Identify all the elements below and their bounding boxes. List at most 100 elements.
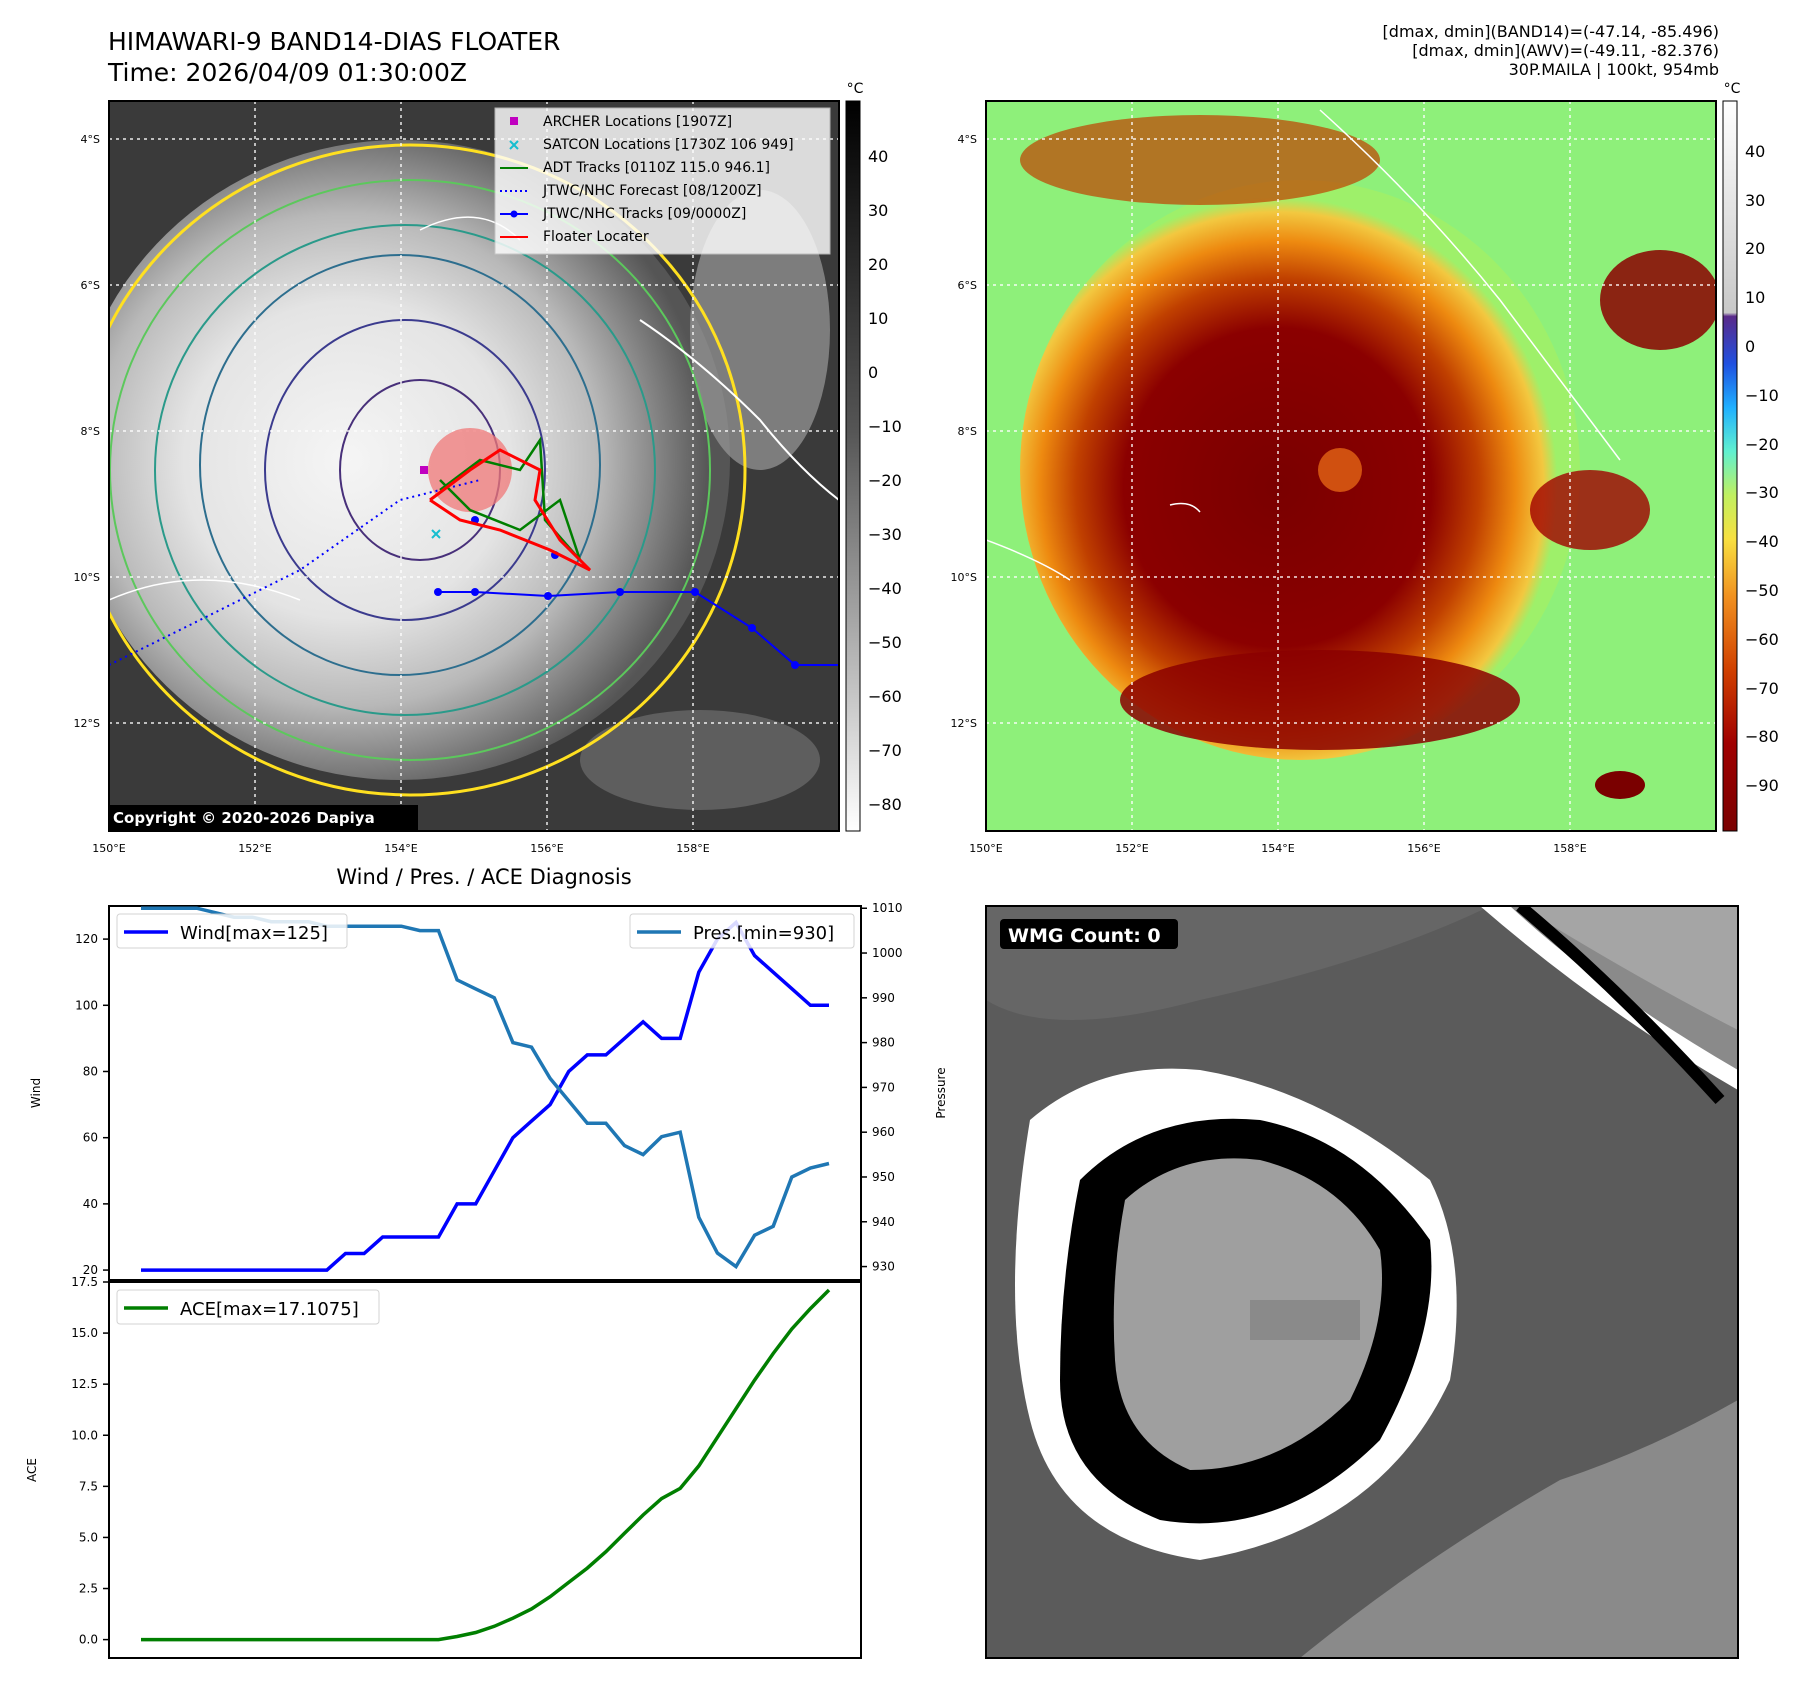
copyright-text: Copyright © 2020-2026 Dapiya [113,809,375,827]
awv-cb-tick: −80 [1745,727,1779,746]
awv-cb-tick: −70 [1745,679,1779,698]
awv-storm [1020,180,1580,760]
awv-lat-10s: 10°S [951,571,977,584]
ir-cb-tick: 30 [868,201,888,220]
awv-cb-tick: 20 [1745,239,1765,258]
ir-cb-tick: 0 [868,363,878,382]
ir-colorbar [845,100,861,832]
awv-cb-tick: 10 [1745,288,1765,307]
ir-lat-6s: 6°S [81,279,100,292]
ace-series-line [141,1288,831,1642]
wind-yticks: 20 40 60 80 100 120 [75,932,109,1277]
pressure-ytick-label: 990 [872,991,895,1005]
archer-marker [420,466,428,474]
awv-cb-tick: −60 [1745,630,1779,649]
ir-lon-158: 158°E [676,842,709,855]
awv-lat-8s: 8°S [958,425,977,438]
ir-colorbar-unit: °C [847,81,864,97]
awv-lon-152: 152°E [1115,842,1148,855]
title-line-1: HIMAWARI-9 BAND14-DIAS FLOATER [108,27,561,56]
awv-lat-12s: 12°S [951,717,977,730]
awv-lat-6s: 6°S [958,279,977,292]
ir-colorbar-ticks: 40 30 20 10 0 −10 −20 −30 −40 −50 −60 −7… [868,147,902,814]
legend-jtwc-forecast: JTWC/NHC Forecast [08/1200Z] [542,183,762,199]
ace-ytick-label: 2.5 [79,1582,98,1596]
ir-lat-8s: 8°S [81,425,100,438]
contour-yellow [109,143,747,797]
ace-ytick-label: 5.0 [79,1530,98,1544]
awv-lon-158: 158°E [1553,842,1586,855]
awv-cb-tick: 40 [1745,142,1765,161]
ace-ytick-label: 17.5 [71,1275,98,1289]
wind-legend-label: Wind[max=125] [180,923,328,944]
pressure-ytick-label: 980 [872,1036,895,1050]
ace-ytick-label: 12.5 [71,1377,98,1391]
legend-jtwc-tracks: JTWC/NHC Tracks [09/0000Z] [542,206,746,222]
pressure-ytick-label: 950 [872,1170,895,1184]
awv-lat-4s: 4°S [958,133,977,146]
ir-legend-markers [500,117,528,238]
ir-cb-tick: −10 [868,417,902,436]
awv-cb-tick: −50 [1745,581,1779,600]
awv-lon-156: 156°E [1407,842,1440,855]
ir-lon-156: 156°E [530,842,563,855]
ir-cb-tick: −60 [868,687,902,706]
stats-block: [dmax, dmin](BAND14)=(-47.14, -85.496) [… [1383,22,1719,79]
ir-cb-tick: −40 [868,579,902,598]
ir-cb-tick: −70 [868,741,902,760]
ace-ylabel: ACE [25,1458,39,1482]
diagnosis-title: Wind / Pres. / ACE Diagnosis [336,865,631,889]
pressure-ytick-label: 940 [872,1215,895,1229]
awv-lat-labels: 4°S 6°S 8°S 10°S 12°S [951,133,977,730]
awv-colorbar-unit: °C [1724,81,1741,97]
wind-ytick-label: 120 [75,932,98,946]
wind-ylabel: Wind [29,1078,43,1108]
ace-legend [116,1289,380,1325]
wmg-label-bg [1000,919,1178,949]
ir-lon-150: 150°E [92,842,125,855]
awv-panel: 4°S 6°S 8°S 10°S 12°S 150°E 152°E 154°E … [951,81,1779,855]
wind-series-line [141,919,829,1272]
wind-pres-axes [108,905,862,1281]
wind-ytick-label: 60 [83,1131,98,1145]
awv-colorbar [1722,100,1738,832]
legend-adt: ADT Tracks [0110Z 115.0 946.1] [543,160,770,176]
ir-cb-tick: −50 [868,633,902,652]
ir-cb-tick: 10 [868,309,888,328]
wind-ytick-label: 20 [83,1263,98,1277]
ir-cb-tick: −20 [868,471,902,490]
adt-track [439,436,582,561]
pressure-ytick-label: 960 [872,1125,895,1139]
title-line-2: Time: 2026/04/09 01:30:00Z [108,58,467,87]
legend-floater: Floater Locater [543,229,649,245]
awv-cb-tick: −90 [1745,776,1779,795]
ir-lat-12s: 12°S [74,717,100,730]
awv-eye [1318,448,1362,492]
ace-ytick-label: 7.5 [79,1479,98,1493]
ir-legend-labels: ARCHER Locations [1907Z] SATCON Location… [542,114,794,245]
stats-line-2: [dmax, dmin](AWV)=(-49.11, -82.376) [1412,41,1719,60]
ir-cb-tick: −80 [868,795,902,814]
floater-track [429,448,592,572]
wind-legend [116,913,348,949]
ir-cb-tick: 40 [868,147,888,166]
ace-ytick-label: 10.0 [71,1428,98,1442]
figure-title: HIMAWARI-9 BAND14-DIAS FLOATER Time: 202… [108,26,560,88]
jtwc-track [438,591,839,666]
wmg-count-label: WMG Count: 0 [1008,925,1161,947]
copyright-bg [108,805,418,830]
legend-archer: ARCHER Locations [1907Z] [543,114,732,130]
ir-legend [494,107,831,255]
ace-legend-label: ACE[max=17.1075] [180,1299,359,1320]
diagnosis-charts: Wind / Pres. / ACE Diagnosis Wind Pressu… [25,865,948,1659]
ir-lat-10s: 10°S [74,571,100,584]
stats-line-1: [dmax, dmin](BAND14)=(-47.14, -85.496) [1382,22,1719,41]
pressure-series-line [141,906,830,1270]
ace-yticks: 0.0 2.5 5.0 7.5 10.0 12.5 15.0 17.5 [71,1275,109,1647]
pressure-ytick-label: 1000 [872,946,903,960]
awv-gridlines [986,101,1716,831]
wind-ytick-label: 80 [83,1064,98,1078]
awv-lon-labels: 150°E 152°E 154°E 156°E 158°E [969,842,1586,855]
wind-ytick-label: 100 [75,998,98,1012]
